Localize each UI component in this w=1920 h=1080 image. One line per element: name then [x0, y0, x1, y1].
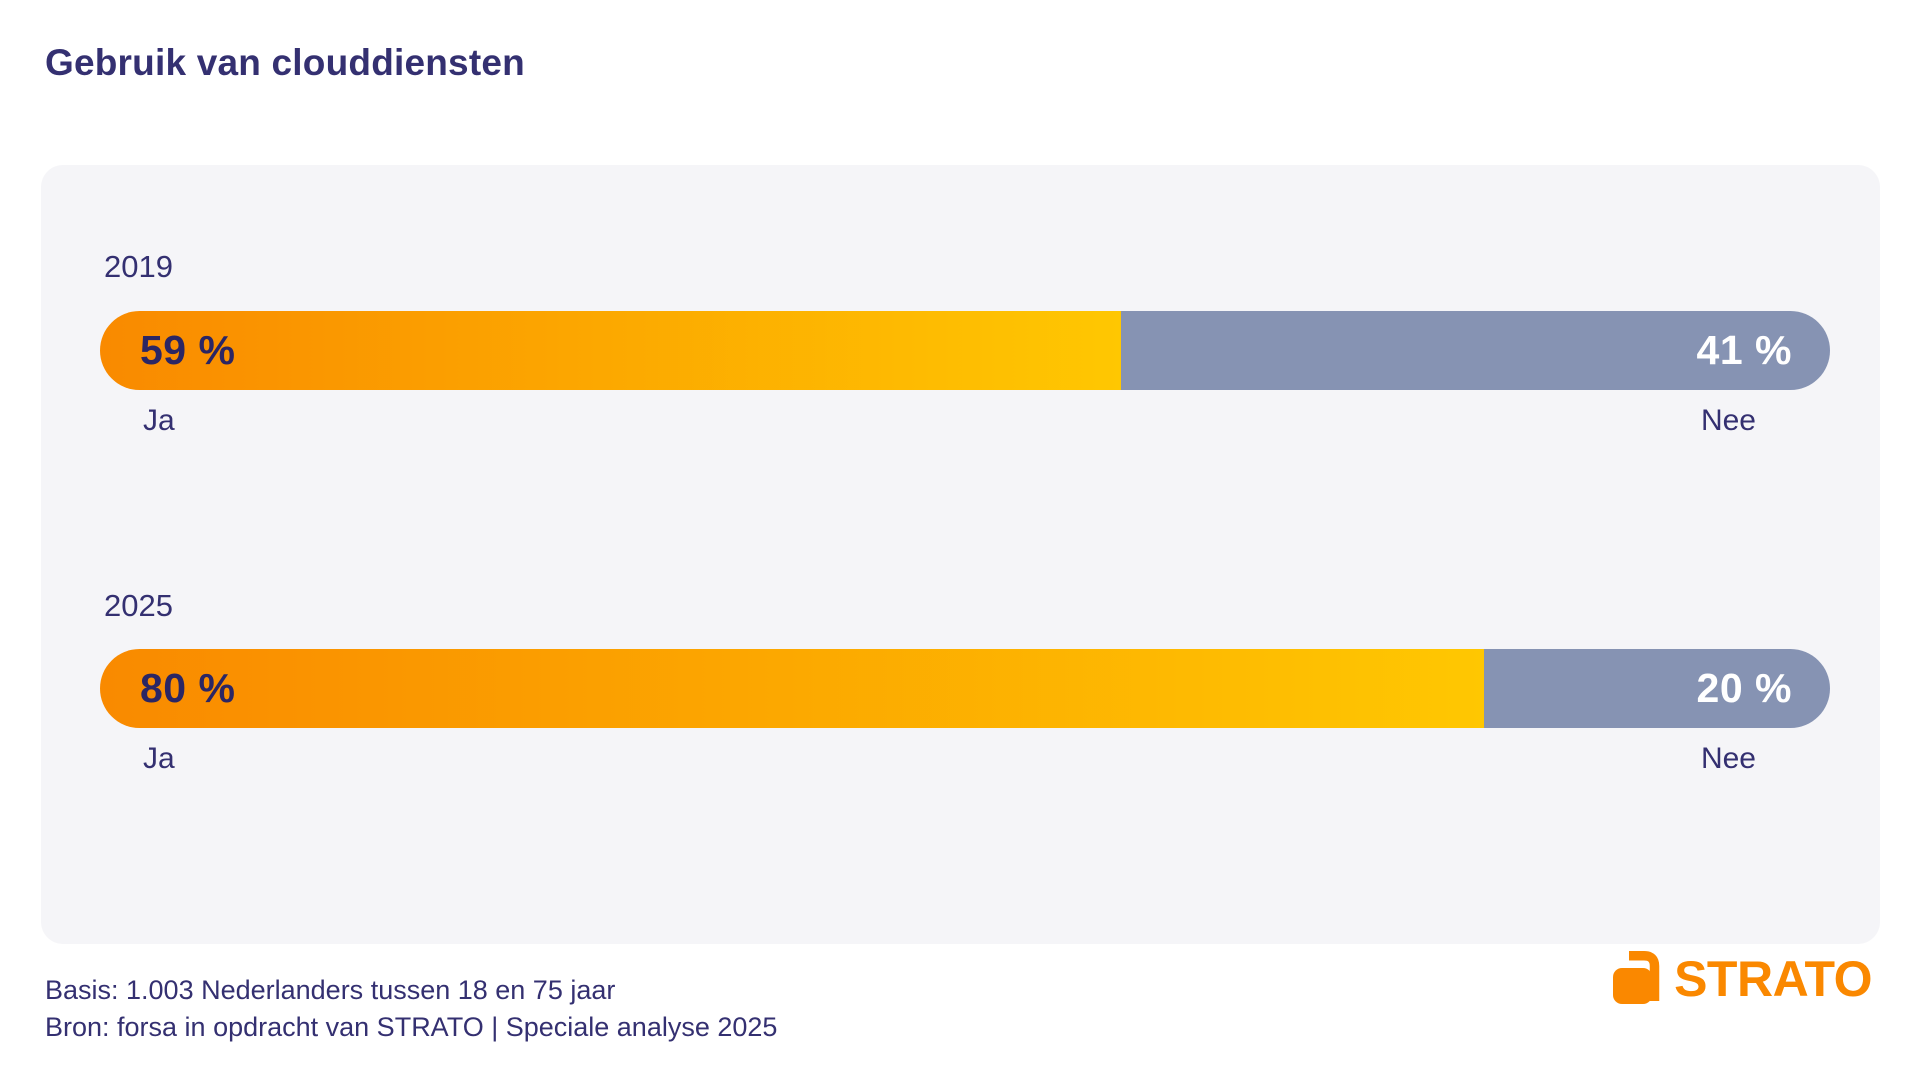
- strato-logo-icon: [1613, 951, 1660, 1004]
- page-title: Gebruik van clouddiensten: [45, 42, 525, 83]
- value-label-ja-2019: 59 %: [140, 326, 236, 373]
- category-label-nee-2019: Nee: [1700, 403, 1756, 437]
- category-labels-2025: Ja Nee: [100, 741, 1830, 777]
- category-label-nee-2025: Nee: [1700, 742, 1756, 776]
- footnote: Basis: 1.003 Nederlanders tussen 18 en 7…: [45, 972, 777, 1046]
- chart-panel: 2019 59 % 41 % Ja Nee 2025 80 % 20 % Ja …: [41, 165, 1880, 944]
- bar-segment-nee-2019: 41 %: [1120, 310, 1830, 390]
- footnote-bron: Bron: forsa in opdracht van STRATO | Spe…: [45, 1012, 778, 1042]
- value-label-nee-2025: 20 %: [1696, 665, 1792, 712]
- category-label-ja-2025: Ja: [143, 742, 175, 776]
- bar-segment-ja-2025: 80 %: [100, 649, 1484, 729]
- chart-row-2025: 2025 80 % 20 % Ja Nee: [100, 588, 1830, 778]
- footnote-basis: Basis: 1.003 Nederlanders tussen 18 en 7…: [45, 975, 616, 1005]
- bar-segment-ja-2019: 59 %: [100, 310, 1121, 390]
- stacked-bar-2019: 59 % 41 %: [100, 310, 1830, 390]
- category-labels-2019: Ja Nee: [100, 403, 1830, 439]
- bar-segment-nee-2025: 20 %: [1484, 649, 1830, 729]
- year-label-2019: 2019: [104, 249, 173, 284]
- chart-row-2019: 2019 59 % 41 % Ja Nee: [100, 249, 1830, 439]
- stacked-bar-2025: 80 % 20 %: [100, 649, 1830, 729]
- year-label-2025: 2025: [104, 587, 173, 623]
- value-label-ja-2025: 80 %: [140, 665, 236, 712]
- strato-logo-wordmark: STRATO: [1674, 951, 1872, 1007]
- value-label-nee-2019: 41 %: [1696, 326, 1792, 373]
- category-label-ja-2019: Ja: [143, 403, 175, 437]
- strato-logo: STRATO: [1613, 951, 1872, 1005]
